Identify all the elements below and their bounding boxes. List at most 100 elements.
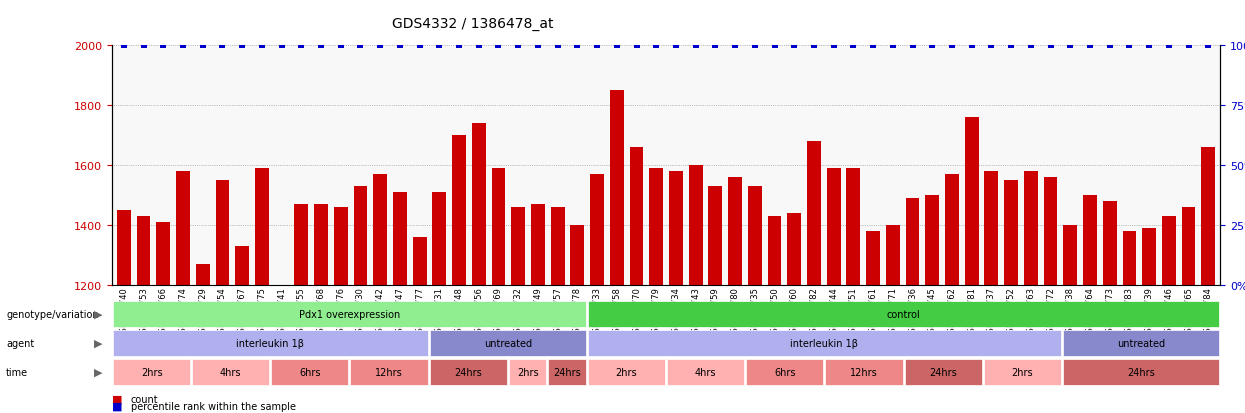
Bar: [650, 168, 664, 413]
Point: [1159, 42, 1179, 49]
Bar: [667, 358, 745, 385]
Point: [173, 42, 193, 49]
Bar: [452, 135, 466, 413]
Bar: [1063, 225, 1077, 413]
Bar: [787, 213, 801, 413]
Bar: [1063, 330, 1219, 356]
Point: [488, 42, 508, 49]
Point: [666, 42, 686, 49]
Bar: [271, 358, 349, 385]
Text: agent: agent: [6, 338, 35, 348]
Bar: [827, 168, 840, 413]
Point: [883, 42, 903, 49]
Point: [1079, 42, 1099, 49]
Text: genotype/variation: genotype/variation: [6, 309, 98, 319]
Bar: [294, 204, 309, 413]
Bar: [768, 216, 782, 413]
Bar: [314, 204, 327, 413]
Point: [784, 42, 804, 49]
Bar: [113, 301, 586, 327]
Text: ▶: ▶: [93, 309, 102, 319]
Bar: [1043, 177, 1057, 413]
Bar: [588, 330, 1061, 356]
Point: [961, 42, 981, 49]
Bar: [393, 192, 407, 413]
Bar: [807, 141, 820, 413]
Text: ▶: ▶: [93, 367, 102, 377]
Text: interleukin 1β: interleukin 1β: [237, 338, 304, 348]
Text: 2hrs: 2hrs: [616, 367, 637, 377]
Point: [1021, 42, 1041, 49]
Bar: [176, 171, 190, 413]
Bar: [588, 358, 665, 385]
Point: [588, 42, 608, 49]
Point: [390, 42, 410, 49]
Text: 24hrs: 24hrs: [454, 367, 482, 377]
Text: 6hrs: 6hrs: [299, 367, 321, 377]
Point: [213, 42, 233, 49]
Text: time: time: [6, 367, 29, 377]
Bar: [157, 222, 171, 413]
Bar: [588, 301, 1219, 327]
Bar: [432, 192, 446, 413]
Point: [568, 42, 588, 49]
Point: [903, 42, 923, 49]
Bar: [925, 195, 939, 413]
Point: [548, 42, 568, 49]
Point: [370, 42, 390, 49]
Bar: [334, 207, 347, 413]
Point: [528, 42, 548, 49]
Point: [251, 42, 271, 49]
Text: 2hrs: 2hrs: [141, 367, 162, 377]
Point: [863, 42, 883, 49]
Bar: [746, 358, 823, 385]
Text: 4hrs: 4hrs: [695, 367, 716, 377]
Point: [942, 42, 962, 49]
Bar: [1103, 201, 1117, 413]
Point: [449, 42, 469, 49]
Bar: [1083, 195, 1097, 413]
Text: 2hrs: 2hrs: [1011, 367, 1033, 377]
Text: percentile rank within the sample: percentile rank within the sample: [131, 401, 296, 411]
Bar: [430, 330, 586, 356]
Point: [706, 42, 726, 49]
Bar: [235, 246, 249, 413]
Bar: [215, 180, 229, 413]
Point: [725, 42, 745, 49]
Bar: [492, 168, 505, 413]
Bar: [825, 358, 903, 385]
Bar: [472, 123, 486, 413]
Bar: [255, 168, 269, 413]
Bar: [1123, 231, 1137, 413]
Point: [981, 42, 1001, 49]
Point: [764, 42, 784, 49]
Bar: [532, 204, 545, 413]
Bar: [430, 358, 507, 385]
Bar: [512, 207, 525, 413]
Text: 24hrs: 24hrs: [553, 367, 581, 377]
Point: [923, 42, 942, 49]
Bar: [1201, 147, 1215, 413]
Text: 6hrs: 6hrs: [774, 367, 796, 377]
Text: control: control: [886, 309, 920, 319]
Point: [804, 42, 824, 49]
Text: 4hrs: 4hrs: [220, 367, 242, 377]
Text: 24hrs: 24hrs: [1127, 367, 1155, 377]
Text: 12hrs: 12hrs: [375, 367, 403, 377]
Bar: [748, 186, 762, 413]
Bar: [351, 358, 427, 385]
Bar: [886, 225, 900, 413]
Bar: [1182, 207, 1195, 413]
Bar: [985, 171, 998, 413]
Bar: [984, 358, 1061, 385]
Point: [1179, 42, 1199, 49]
Text: interleukin 1β: interleukin 1β: [791, 338, 858, 348]
Point: [291, 42, 311, 49]
Bar: [548, 358, 586, 385]
Bar: [550, 207, 564, 413]
Bar: [945, 174, 959, 413]
Text: untreated: untreated: [484, 338, 532, 348]
Text: ■: ■: [112, 401, 122, 411]
Point: [824, 42, 844, 49]
Bar: [509, 358, 547, 385]
